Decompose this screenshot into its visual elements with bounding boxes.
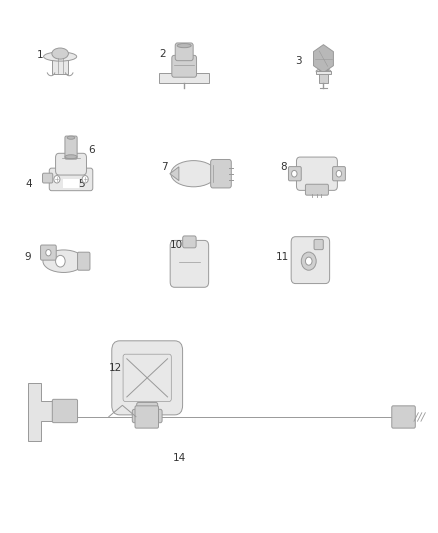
FancyBboxPatch shape bbox=[175, 43, 193, 61]
Text: 8: 8 bbox=[280, 162, 287, 172]
Text: 4: 4 bbox=[25, 179, 32, 189]
Circle shape bbox=[301, 252, 316, 270]
FancyBboxPatch shape bbox=[78, 252, 90, 270]
FancyBboxPatch shape bbox=[41, 245, 56, 260]
Text: 12: 12 bbox=[109, 364, 122, 373]
Text: 6: 6 bbox=[88, 145, 95, 155]
Text: 5: 5 bbox=[78, 179, 85, 189]
Ellipse shape bbox=[43, 250, 84, 272]
FancyBboxPatch shape bbox=[52, 56, 68, 74]
Ellipse shape bbox=[67, 136, 75, 139]
FancyBboxPatch shape bbox=[319, 70, 328, 83]
FancyBboxPatch shape bbox=[297, 157, 337, 190]
Polygon shape bbox=[170, 167, 179, 181]
Ellipse shape bbox=[52, 48, 68, 59]
FancyBboxPatch shape bbox=[392, 406, 415, 428]
Polygon shape bbox=[28, 383, 53, 441]
Text: 9: 9 bbox=[24, 253, 31, 262]
Text: 14: 14 bbox=[172, 454, 186, 463]
FancyBboxPatch shape bbox=[159, 73, 209, 83]
FancyBboxPatch shape bbox=[332, 167, 346, 181]
FancyBboxPatch shape bbox=[289, 167, 301, 181]
FancyBboxPatch shape bbox=[170, 240, 208, 287]
FancyBboxPatch shape bbox=[64, 179, 79, 188]
FancyBboxPatch shape bbox=[49, 168, 93, 191]
Circle shape bbox=[56, 255, 65, 267]
FancyBboxPatch shape bbox=[42, 173, 53, 183]
Circle shape bbox=[336, 171, 342, 177]
FancyBboxPatch shape bbox=[183, 236, 196, 248]
Circle shape bbox=[46, 249, 51, 256]
FancyBboxPatch shape bbox=[211, 159, 231, 188]
FancyBboxPatch shape bbox=[314, 239, 323, 249]
Ellipse shape bbox=[177, 44, 191, 47]
Circle shape bbox=[82, 175, 88, 183]
Text: 11: 11 bbox=[276, 253, 289, 262]
Ellipse shape bbox=[65, 155, 77, 159]
FancyBboxPatch shape bbox=[137, 402, 158, 414]
FancyBboxPatch shape bbox=[291, 237, 330, 284]
Text: 7: 7 bbox=[161, 162, 168, 172]
FancyBboxPatch shape bbox=[112, 341, 183, 415]
Circle shape bbox=[305, 257, 312, 265]
FancyBboxPatch shape bbox=[132, 409, 162, 423]
Text: 10: 10 bbox=[170, 240, 184, 251]
Circle shape bbox=[54, 175, 60, 183]
FancyBboxPatch shape bbox=[56, 154, 86, 175]
FancyBboxPatch shape bbox=[65, 136, 77, 159]
Ellipse shape bbox=[171, 160, 216, 187]
FancyBboxPatch shape bbox=[135, 406, 159, 428]
Text: 2: 2 bbox=[159, 50, 166, 59]
FancyBboxPatch shape bbox=[305, 184, 328, 195]
Polygon shape bbox=[314, 45, 333, 72]
FancyBboxPatch shape bbox=[316, 71, 331, 74]
Ellipse shape bbox=[44, 52, 77, 61]
FancyBboxPatch shape bbox=[172, 55, 197, 77]
Ellipse shape bbox=[316, 69, 331, 74]
FancyBboxPatch shape bbox=[52, 399, 78, 423]
Text: 1: 1 bbox=[36, 51, 43, 60]
Text: 3: 3 bbox=[295, 56, 302, 66]
Circle shape bbox=[292, 171, 297, 177]
